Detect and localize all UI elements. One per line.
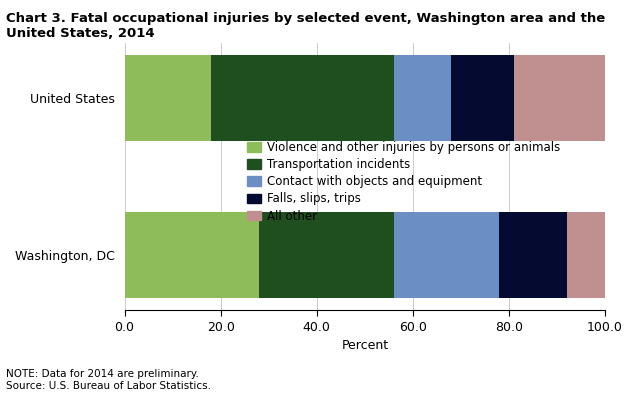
Text: Chart 3. Fatal occupational injuries by selected event, Washington area and the : Chart 3. Fatal occupational injuries by … [6, 12, 605, 40]
Bar [394, 212, 500, 298]
Bar [124, 212, 259, 298]
Legend: Violence and other injuries by persons or animals, Transportation incidents, Con: Violence and other injuries by persons o… [243, 138, 563, 226]
Bar [211, 55, 394, 141]
Bar [451, 55, 514, 141]
Bar [567, 212, 605, 298]
Bar [514, 55, 605, 141]
X-axis label: Percent: Percent [341, 339, 389, 352]
Bar [394, 55, 451, 141]
Bar [259, 212, 394, 298]
Text: NOTE: Data for 2014 are preliminary.
Source: U.S. Bureau of Labor Statistics.: NOTE: Data for 2014 are preliminary. Sou… [6, 369, 211, 391]
Bar [500, 212, 567, 298]
Bar [124, 55, 211, 141]
